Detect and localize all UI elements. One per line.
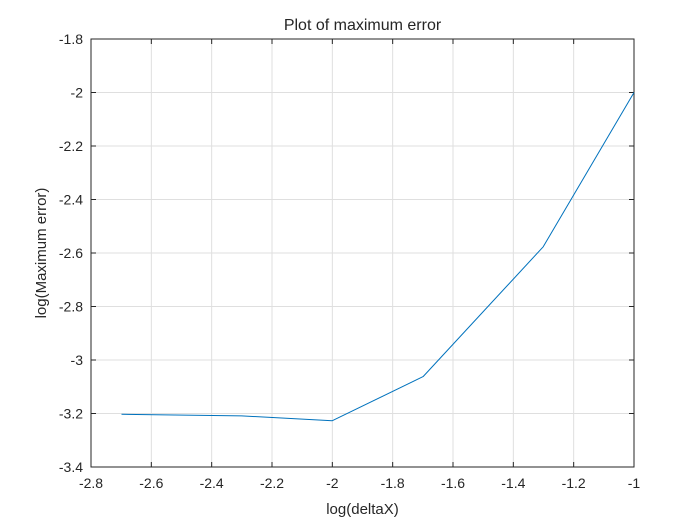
series-line (121, 92, 635, 422)
y-tick-label: -2.2 (59, 138, 83, 154)
y-tick-label: -3 (71, 352, 84, 368)
axes: -2.8 -2.6 -2.4 -2.2 -2 -1.8 -1.6 -1.4 -1.2 -1 -3.4… (59, 31, 641, 491)
x-tick-label: -2.4 (200, 475, 224, 491)
y-tick-label: -2.6 (59, 245, 83, 261)
y-tick-label: -1.8 (59, 31, 83, 47)
x-tick-label: -1.8 (381, 475, 405, 491)
x-tick-label: -2.8 (79, 475, 103, 491)
chart-title: Plot of maximum error (284, 17, 442, 34)
y-tick-label: -2.8 (59, 299, 83, 315)
y-tick-label: -2 (71, 85, 84, 101)
x-tick-label: -1.6 (441, 475, 465, 491)
x-tick-label: -1.4 (501, 475, 525, 491)
y-tick-label: -3.2 (59, 406, 83, 422)
x-tick-label: -1.2 (562, 475, 586, 491)
x-tick-label: -2 (326, 475, 339, 491)
y-tick-label: -2.4 (59, 192, 83, 208)
x-axis-label: log(deltaX) (326, 501, 399, 518)
x-tick-label: -2.6 (139, 475, 163, 491)
y-axis-label: log(Maximum error) (33, 188, 50, 319)
x-tick-label: -1 (628, 475, 641, 491)
y-tick-label: -3.4 (59, 459, 83, 475)
x-tick-label: -2.2 (260, 475, 284, 491)
